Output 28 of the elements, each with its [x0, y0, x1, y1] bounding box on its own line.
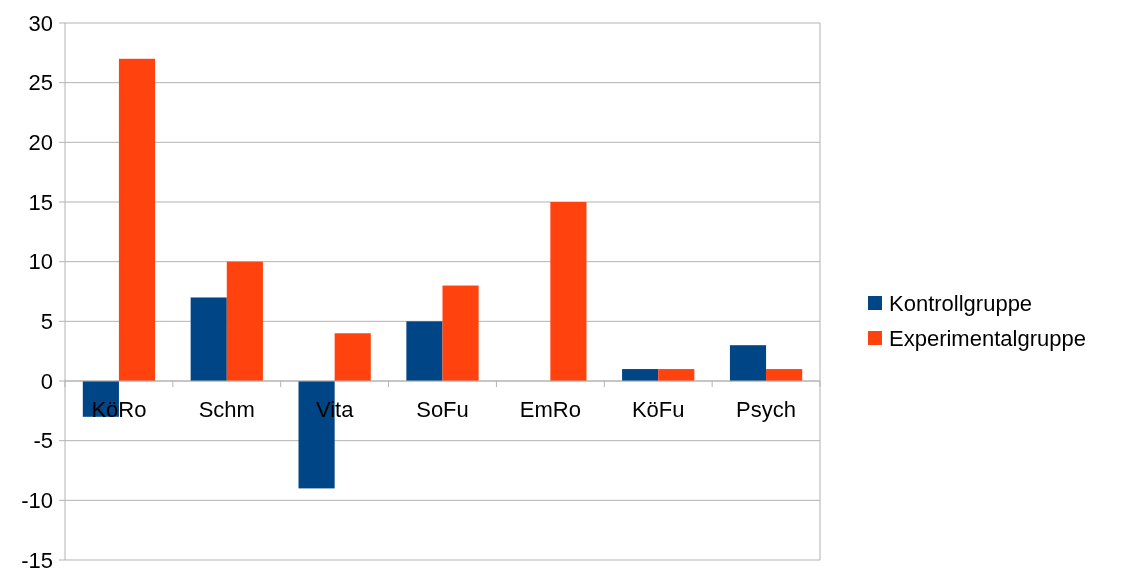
- bar: [406, 321, 443, 381]
- y-tick-label: -10: [21, 488, 53, 514]
- y-tick-label: 15: [28, 189, 53, 215]
- y-tick-label: 10: [28, 249, 53, 275]
- x-tick-label: Schm: [198, 397, 255, 422]
- y-tick-label: 25: [28, 70, 53, 96]
- legend-label: Kontrollgruppe: [889, 290, 1033, 316]
- y-tick-label: 30: [28, 10, 53, 36]
- y-tick-label: 0: [40, 368, 53, 394]
- y-tick-label: 20: [28, 130, 53, 156]
- bar: [550, 202, 587, 381]
- bar: [729, 345, 767, 381]
- y-tick-label: -15: [21, 547, 53, 570]
- bar: [658, 369, 695, 381]
- y-tick-label: 5: [40, 309, 53, 335]
- y-tick-label: -5: [33, 428, 53, 454]
- x-tick-label: SoFu: [416, 397, 469, 422]
- bar: [442, 285, 479, 381]
- x-tick-label: KöFu: [631, 397, 685, 422]
- bar: [190, 297, 227, 381]
- bar: [118, 58, 156, 381]
- bar: [226, 261, 263, 381]
- x-tick-label: Psych: [736, 397, 797, 422]
- bar: [334, 333, 371, 381]
- x-tick-label: EmRo: [519, 397, 581, 422]
- legend-label: Experimentalgruppe: [889, 325, 1086, 351]
- bar: [622, 369, 659, 381]
- bar: [766, 369, 803, 381]
